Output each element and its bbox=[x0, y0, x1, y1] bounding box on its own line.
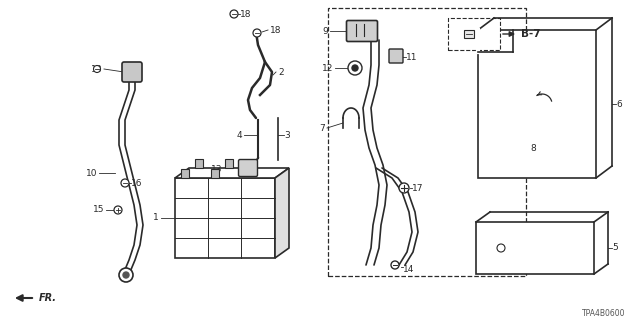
FancyBboxPatch shape bbox=[122, 62, 142, 82]
Circle shape bbox=[391, 261, 399, 269]
Text: 4: 4 bbox=[236, 131, 242, 140]
Text: 8: 8 bbox=[530, 143, 536, 153]
Text: 14: 14 bbox=[403, 266, 414, 275]
Text: 12: 12 bbox=[322, 63, 333, 73]
Text: 3: 3 bbox=[284, 131, 290, 140]
Circle shape bbox=[121, 179, 129, 187]
Text: 1: 1 bbox=[153, 213, 159, 222]
FancyBboxPatch shape bbox=[346, 20, 378, 42]
Text: 17: 17 bbox=[412, 183, 424, 193]
Polygon shape bbox=[275, 168, 289, 258]
Circle shape bbox=[352, 65, 358, 71]
Text: 10: 10 bbox=[86, 169, 97, 178]
Circle shape bbox=[497, 244, 505, 252]
FancyBboxPatch shape bbox=[389, 49, 403, 63]
Bar bbox=[225, 159, 233, 168]
Bar bbox=[181, 169, 189, 178]
FancyBboxPatch shape bbox=[239, 159, 257, 177]
Bar bbox=[478, 30, 596, 178]
Text: FR.: FR. bbox=[39, 293, 57, 303]
Text: 18: 18 bbox=[270, 26, 282, 35]
Bar bbox=[175, 178, 275, 258]
Text: 18: 18 bbox=[240, 10, 252, 19]
Polygon shape bbox=[175, 168, 289, 178]
Circle shape bbox=[93, 66, 100, 73]
Text: 16: 16 bbox=[131, 179, 143, 188]
Circle shape bbox=[114, 206, 122, 214]
Text: TPA4B0600: TPA4B0600 bbox=[582, 308, 625, 317]
Text: 9: 9 bbox=[323, 27, 328, 36]
Circle shape bbox=[123, 272, 129, 278]
Text: 2: 2 bbox=[278, 68, 284, 76]
Text: 7: 7 bbox=[319, 124, 325, 132]
Bar bbox=[195, 159, 203, 168]
Circle shape bbox=[348, 61, 362, 75]
Circle shape bbox=[399, 183, 409, 193]
Bar bbox=[464, 30, 474, 38]
Text: 6: 6 bbox=[616, 100, 621, 108]
Text: 5: 5 bbox=[612, 244, 618, 252]
Bar bbox=[328, 8, 526, 276]
Circle shape bbox=[119, 268, 133, 282]
Text: 11: 11 bbox=[406, 52, 417, 61]
Circle shape bbox=[230, 10, 238, 18]
Circle shape bbox=[253, 29, 261, 37]
Text: 18: 18 bbox=[90, 65, 102, 74]
Text: B-7: B-7 bbox=[521, 29, 541, 39]
Bar bbox=[448, 18, 500, 50]
Text: 15: 15 bbox=[93, 205, 104, 214]
Bar bbox=[476, 222, 594, 274]
Text: 13: 13 bbox=[211, 164, 222, 173]
Bar bbox=[211, 169, 219, 178]
